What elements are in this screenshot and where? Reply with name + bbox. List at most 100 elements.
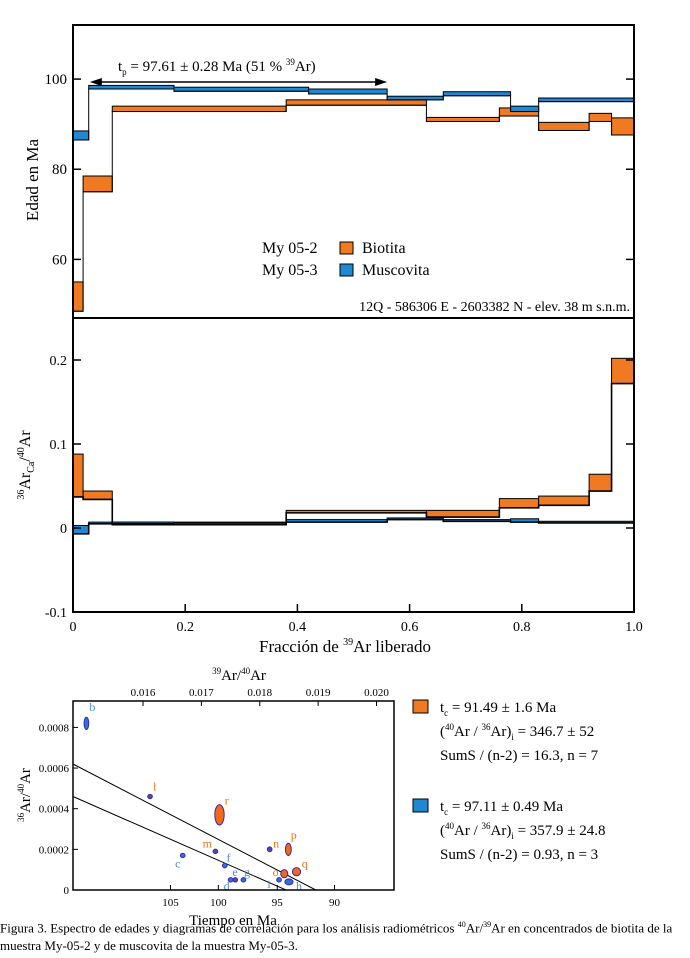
isochron-y-tick-label-2: 0.0004 (39, 804, 70, 816)
age-y-tick-label-60: 60 (52, 252, 67, 268)
biotita-age-step-4 (285, 99, 427, 106)
ratio-x-tick-label-3: 0.6 (401, 620, 419, 635)
isochron-point-label-c: c (175, 857, 180, 871)
ratio-y-ticks: -0.1 0 0.1 0.2 (45, 354, 634, 621)
biotita-age-step-8 (588, 112, 613, 122)
age-spectrum-outline (73, 88, 634, 312)
isochron-top-tick-label-3: 0.019 (306, 687, 331, 699)
plateau-arrow (89, 78, 388, 86)
isochron-line-1 (72, 763, 317, 891)
age-y-ticks: 60 80 100 (45, 72, 634, 268)
ratio-spectrum-frame (72, 317, 635, 613)
legend-sample-2: My 05-3 (262, 262, 318, 279)
isochron-y-tick-label-1: 0.0002 (39, 844, 69, 856)
isochron-y-ticks: 0 0.0002 0.0004 0.0006 0.0008 (39, 722, 78, 897)
muscovita-ratio-step-1 (72, 524, 90, 535)
ratio-x-tick-label-0: 0 (70, 620, 77, 635)
legend-mineral-1: Biotita (362, 240, 406, 257)
isochron-y-tick-label-3: 0.0006 (39, 763, 70, 775)
isochron-bottom-tick-label-1: 100 (210, 897, 227, 909)
isochron-point-i (276, 877, 282, 883)
biotita-age-step-1 (72, 281, 84, 312)
legend-sample-1: My 05-2 (262, 240, 318, 257)
results-biotita-tc: tc = 91.49 ± 1.6 Ma (440, 700, 556, 718)
isochron-point-label-l: l (153, 779, 157, 793)
isochron-y-axis-label: 36Ar/40Ar (16, 768, 34, 822)
biotita-ratio-step-9 (611, 357, 635, 385)
isochron-panel: 39Ar/40Ar 0.016 0.017 0.018 0.019 0.020 0 0.0… (16, 666, 395, 929)
muscovita-age-step-3 (173, 86, 310, 92)
results-biotita-sums: SumS / (n-2) = 16.3, n = 7 (440, 748, 599, 764)
age-spectrum-panel: 60 80 100 Edad en Ma tp = 97.61 ± 0.28 Ma … (23, 24, 635, 319)
legend-mineral-2: Muscovita (362, 262, 430, 279)
results-muscovita-tc: tc = 97.11 ± 0.49 Ma (440, 799, 563, 817)
isochron-top-axis-label: 39Ar/40Ar (212, 666, 266, 684)
biotita-ratio-step-5 (425, 509, 500, 518)
isochron-top-ticks: 0.016 0.017 0.018 0.019 0.020 (131, 687, 389, 706)
isochron-top-tick-label-4: 0.020 (364, 687, 389, 699)
biotita-ratio-step-7 (538, 495, 590, 506)
isochron-point-r (214, 804, 225, 826)
results-biotita: tc = 91.49 ± 1.6 Ma (40Ar / 36Ar)i = 346… (412, 699, 599, 764)
ratio-spectrum-outline (73, 382, 634, 535)
biotita-age-step-3 (111, 105, 287, 113)
ratio-x-tick-label-4: 0.8 (513, 620, 531, 635)
muscovita-ratio-step-line (73, 518, 634, 535)
isochron-point-label-f: f (226, 851, 230, 865)
isochron-point-c (179, 852, 186, 859)
biotita-ratio-step-1 (72, 453, 84, 498)
muscovita-age-step-8 (538, 97, 635, 103)
isochron-y-tick-label-4: 0.0008 (39, 722, 70, 734)
isochron-bottom-ticks: 105 100 95 90 (162, 885, 340, 909)
isochron-top-tick-label-0: 0.016 (131, 687, 156, 699)
ratio-x-axis-label: Fracción de 39Ar liberado (259, 637, 431, 656)
isochron-point-b (83, 716, 90, 730)
legend-swatch-biotita (339, 241, 354, 255)
isochron-point-label-o: o (273, 865, 279, 879)
ratio-y-axis-label: 36ArCa/40Ar (16, 430, 37, 500)
isochron-point-label-h: h (296, 879, 302, 893)
isochron-point-f (221, 862, 228, 869)
ratio-x-tick-label-1: 0.2 (176, 620, 194, 635)
isochron-point-label-e: e (232, 865, 237, 879)
isochron-bottom-axis-label: Tiempo en Ma (189, 913, 277, 929)
legend: My 05-2 Biotita My 05-3 Muscovita (262, 240, 430, 279)
biotita-age-step-9 (611, 117, 635, 136)
biotita-age-step-line (73, 104, 634, 312)
isochron-bottom-tick-label-3: 90 (329, 897, 341, 909)
isochron-point-label-r: r (225, 794, 229, 808)
figure-caption: Figura 3. Espectro de edades y diagramas… (0, 920, 673, 954)
isochron-point-m (212, 848, 219, 855)
location-label: 12Q - 586306 E - 2603382 N - elev. 38 m … (359, 300, 630, 315)
results-muscovita-ratio: (40Ar / 36Ar)i = 357.9 ± 24.8 (440, 821, 606, 841)
ratio-y-tick-label-0: -0.1 (45, 606, 67, 621)
muscovita-age-step-2 (88, 84, 175, 90)
isochron-points: b l c mf r de g n io p hq (83, 700, 308, 893)
isochron-point-l (147, 793, 153, 800)
results-swatch-muscovita (412, 798, 429, 813)
muscovita-age-step-6 (442, 91, 512, 97)
isochron-point-g (240, 877, 247, 883)
isochron-frame (72, 700, 395, 891)
ratio-x-tick-label-5: 1.0 (625, 620, 643, 635)
results-muscovita: tc = 97.11 ± 0.49 Ma (40Ar / 36Ar)i = 35… (412, 798, 606, 863)
results-biotita-ratio: (40Ar / 36Ar)i = 346.7 ± 52 (440, 722, 594, 742)
ratio-spectrum-bars (72, 357, 635, 535)
ratio-y-tick-label-2: 0.1 (50, 438, 68, 453)
biotita-age-step-7 (538, 121, 590, 131)
isochron-point-label-n: n (273, 836, 279, 850)
isochron-point-label-i: i (267, 877, 271, 891)
biotita-ratio-step-6 (498, 498, 540, 509)
legend-swatch-muscovita (339, 263, 354, 277)
age-y-tick-label-100: 100 (45, 72, 68, 88)
ratio-x-tick-label-2: 0.4 (289, 620, 307, 635)
isochron-point-label-g: g (244, 865, 250, 879)
isochron-bottom-tick-label-0: 105 (162, 897, 179, 909)
isochron-point-p (284, 842, 292, 856)
isochron-point-label-b: b (89, 700, 95, 714)
isochron-point-label-d: d (224, 879, 230, 893)
muscovita-age-step-1 (72, 130, 90, 141)
isochron-top-tick-label-2: 0.018 (247, 687, 272, 699)
isochron-bottom-tick-label-2: 95 (272, 897, 284, 909)
isochron-line-2 (72, 796, 287, 891)
